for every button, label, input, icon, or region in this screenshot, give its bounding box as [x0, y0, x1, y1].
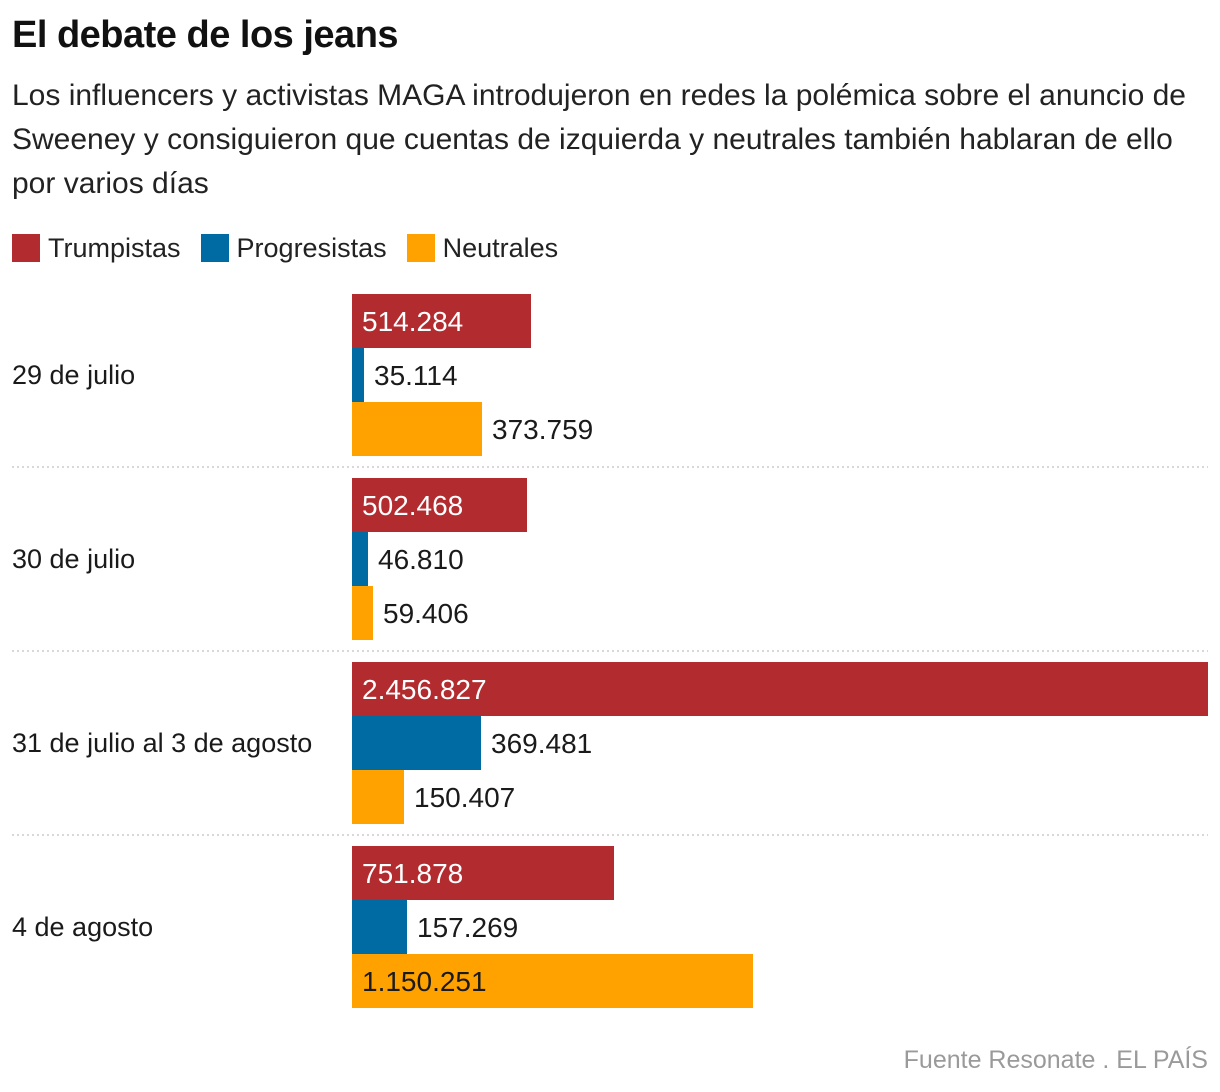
- bar-neutrales: [352, 402, 482, 456]
- bar-progresistas: [352, 532, 368, 586]
- bar-trumpistas: [352, 846, 614, 900]
- category-label: 29 de julio: [12, 360, 135, 390]
- category-label: 4 de agosto: [12, 912, 153, 942]
- value-label-trumpistas: 502.468: [362, 490, 463, 521]
- value-label-progresistas: 46.810: [378, 544, 464, 575]
- category-label: 30 de julio: [12, 544, 135, 574]
- value-label-neutrales: 150.407: [414, 782, 515, 813]
- bar-progresistas: [352, 348, 364, 402]
- chart-subtitle: Los influencers y activistas MAGA introd…: [12, 79, 1186, 200]
- legend-swatch-neutrales: [406, 234, 435, 262]
- chart-title: El debate de los jeans: [12, 14, 399, 56]
- bar-neutrales: [352, 770, 404, 824]
- legend-swatch-trumpistas: [12, 234, 40, 262]
- legend-label-neutrales: Neutrales: [442, 232, 559, 263]
- legend-swatch-progresistas: [200, 234, 229, 262]
- legend-label-progresistas: Progresistas: [236, 232, 387, 263]
- value-label-progresistas: 35.114: [374, 360, 458, 391]
- value-label-neutrales: 59.406: [383, 598, 469, 629]
- value-label-neutrales: 373.759: [492, 414, 593, 445]
- bar-progresistas: [352, 716, 481, 770]
- value-label-progresistas: 157.269: [417, 912, 518, 943]
- value-label-progresistas: 369.481: [491, 728, 592, 759]
- bar-progresistas: [352, 900, 407, 954]
- value-label-trumpistas: 514.284: [362, 306, 463, 337]
- bar-neutrales: [352, 586, 373, 640]
- bar-trumpistas: [352, 478, 527, 532]
- bar-trumpistas: [352, 294, 531, 348]
- bar-trumpistas: [352, 662, 1208, 716]
- legend-label-trumpistas: Trumpistas: [48, 232, 181, 263]
- bar-chart: 29 de julio 514.284 35.114 373.759 30 de jul…: [12, 294, 1208, 1008]
- category-label: 31 de julio al 3 de agosto: [12, 728, 312, 758]
- source-credit: Fuente Resonate . EL PAÍS: [903, 1046, 1208, 1074]
- legend-item-neutrales: Neutrales: [406, 232, 559, 264]
- value-label-trumpistas: 2.456.827: [362, 674, 487, 705]
- legend: Trumpistas Progresistas Neutrales: [12, 231, 578, 265]
- bar-neutrales: [352, 954, 753, 1008]
- legend-item-trumpistas: Trumpistas: [12, 233, 181, 264]
- legend-item-progresistas: Progresistas: [200, 232, 387, 264]
- value-label-neutrales: 1.150.251: [362, 966, 487, 997]
- value-label-trumpistas: 751.878: [362, 858, 463, 889]
